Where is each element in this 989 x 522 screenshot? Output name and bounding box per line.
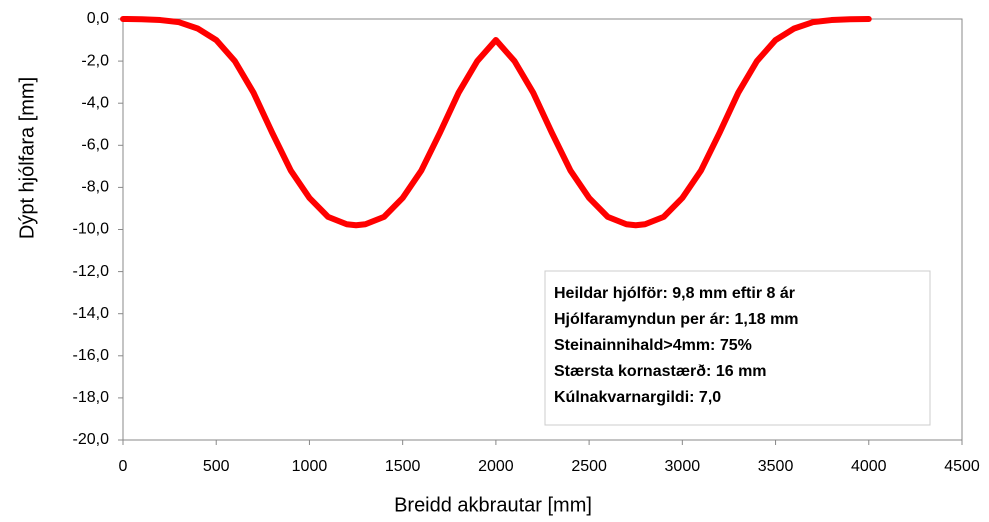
- x-axis-title: Breidd akbrautar [mm]: [394, 494, 592, 516]
- y-tick-label: -4,0: [81, 94, 109, 111]
- x-tick-label: 500: [203, 458, 230, 475]
- x-tick-label: 1000: [292, 458, 328, 475]
- x-tick-label: 0: [119, 458, 128, 475]
- x-tick-label: 4500: [944, 458, 980, 475]
- x-tick-label: 3500: [758, 458, 794, 475]
- annotation-box: [544, 270, 931, 426]
- x-tick-label: 1500: [385, 458, 421, 475]
- data-line: [120, 16, 872, 229]
- annotation: Steinainnihald>4mm: 75%: [554, 337, 752, 354]
- y-tick-label: 0,0: [87, 10, 109, 27]
- annotation: Stærsta kornastærð: 16 mm: [554, 363, 767, 380]
- y-tick-label: -6,0: [81, 137, 109, 154]
- y-tick-label: -2,0: [81, 52, 109, 69]
- annotation: Kúlnakvarnargildi: 7,0: [554, 389, 721, 406]
- y-tick-label: -14,0: [73, 305, 110, 322]
- x-tick-label: 2500: [571, 458, 607, 475]
- annotation: Hjólfaramyndun per ár: 1,18 mm: [554, 311, 799, 328]
- x-tick-label: 3000: [665, 458, 701, 475]
- y-tick-label: -10,0: [73, 221, 110, 238]
- annotation: Heildar hjólför: 9,8 mm eftir 8 ár: [554, 285, 795, 302]
- y-axis-title: Dýpt hjólfara [mm]: [16, 77, 38, 239]
- y-tick-label: -12,0: [73, 263, 110, 280]
- y-tick-label: -8,0: [81, 179, 109, 196]
- y-tick-label: -18,0: [73, 389, 110, 406]
- y-tick-label: -16,0: [73, 347, 110, 364]
- y-tick-label: -20,0: [73, 431, 110, 448]
- x-tick-label: 4000: [851, 458, 887, 475]
- x-tick-label: 2000: [478, 458, 514, 475]
